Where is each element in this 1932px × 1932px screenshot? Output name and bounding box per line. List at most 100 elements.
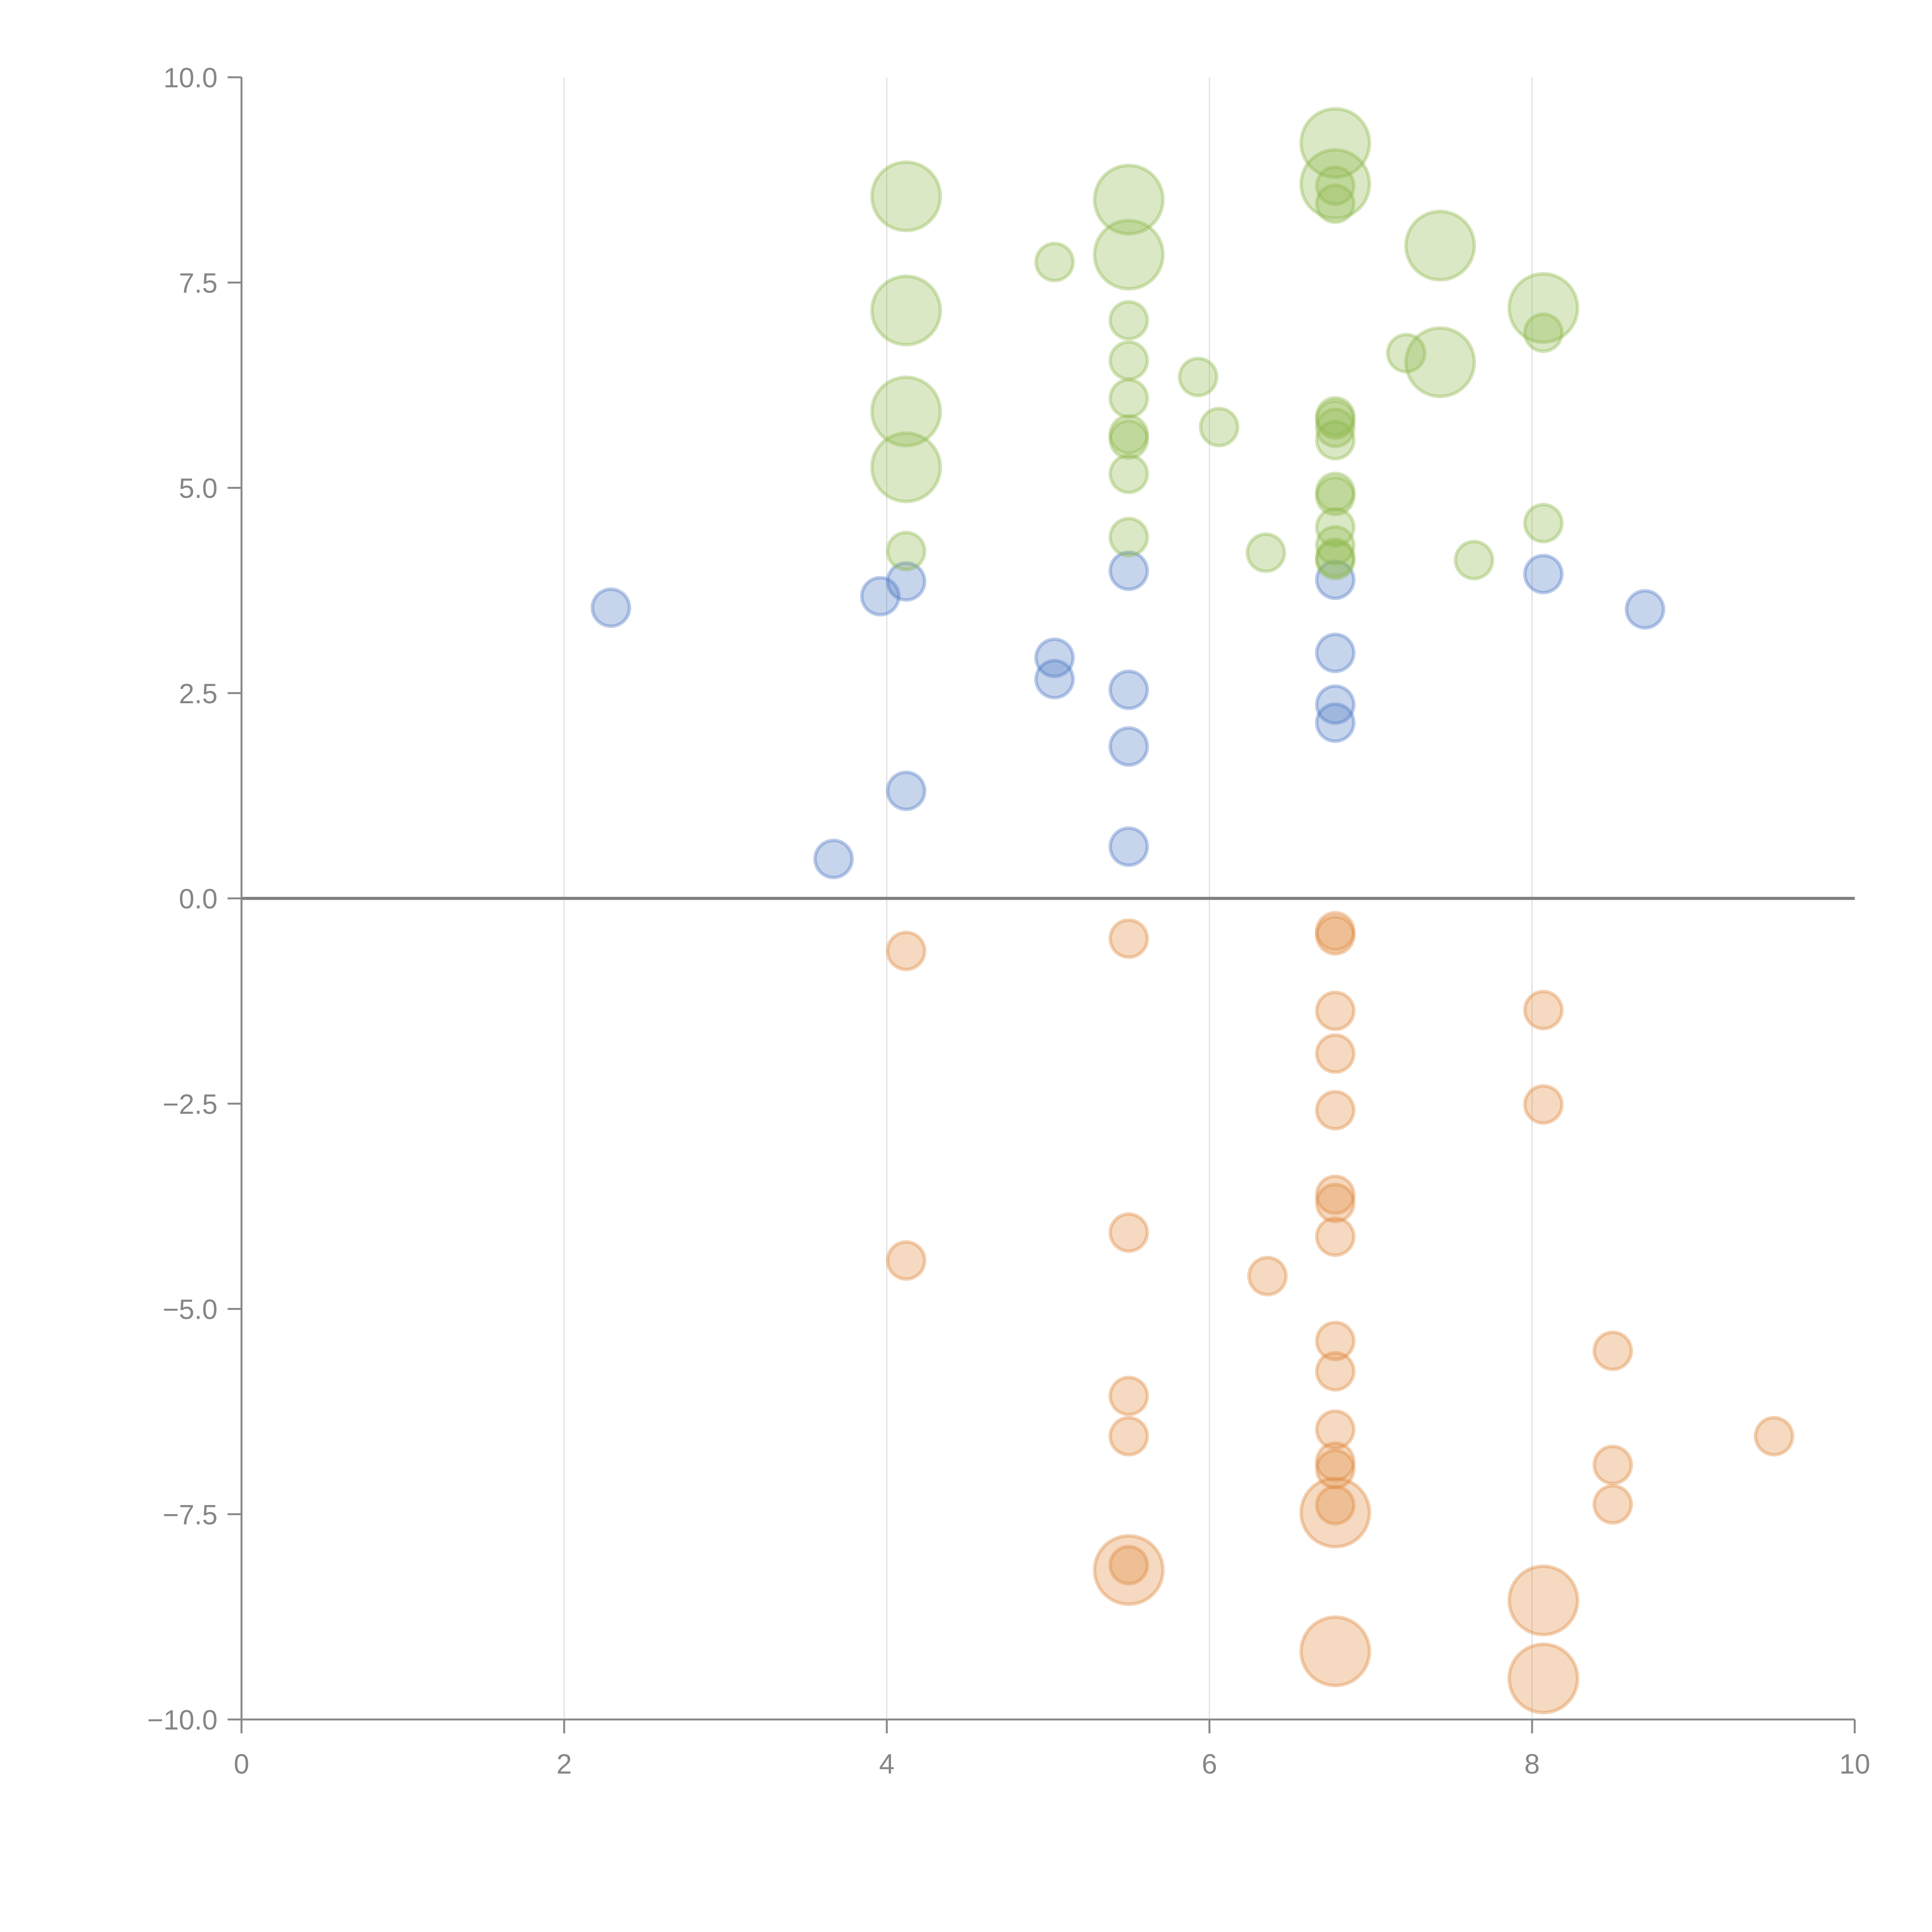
bubble-blue[interactable]	[1315, 702, 1356, 743]
bubble-blue[interactable]	[1624, 589, 1665, 630]
bubble-orange[interactable]	[1093, 1534, 1165, 1606]
bubble-orange[interactable]	[1315, 1033, 1356, 1074]
series-green	[870, 107, 1580, 580]
bubble-green[interactable]	[1315, 407, 1356, 448]
bubble-green[interactable]	[1108, 300, 1149, 341]
bubble-orange[interactable]	[1108, 1212, 1149, 1253]
bubble-orange[interactable]	[1523, 990, 1564, 1031]
bubble-green[interactable]	[1315, 525, 1356, 566]
bubble-orange[interactable]	[1315, 1320, 1356, 1361]
bubble-green[interactable]	[1315, 165, 1356, 206]
bubble-green[interactable]	[1386, 333, 1427, 374]
bubble-orange[interactable]	[1315, 915, 1356, 956]
y-tick-label: −5.0	[163, 1294, 218, 1325]
bubble-orange[interactable]	[1315, 1449, 1356, 1490]
bubble-green[interactable]	[886, 531, 927, 571]
bubble-green[interactable]	[1034, 242, 1075, 282]
bubble-orange[interactable]	[1315, 1182, 1356, 1223]
bubble-orange[interactable]	[1315, 1216, 1356, 1257]
bubble-green[interactable]	[1315, 507, 1356, 548]
y-tick-label: 10.0	[163, 63, 218, 94]
bubble-orange[interactable]	[1108, 1376, 1149, 1417]
bubble-orange[interactable]	[1247, 1256, 1288, 1296]
bubble-orange[interactable]	[1108, 1545, 1149, 1585]
bubble-orange[interactable]	[886, 1240, 927, 1281]
bubble-green[interactable]	[1199, 406, 1240, 447]
bubble-blue[interactable]	[1108, 550, 1149, 591]
y-tick-label: 7.5	[179, 268, 218, 299]
bubble-orange[interactable]	[1315, 1174, 1356, 1215]
bubble-blue[interactable]	[590, 587, 631, 628]
bubble-orange[interactable]	[1315, 990, 1356, 1031]
bubble-green[interactable]	[1108, 517, 1149, 558]
bubble-green[interactable]	[1315, 476, 1356, 517]
y-tick-label: −7.5	[163, 1500, 218, 1531]
bubble-green[interactable]	[1315, 471, 1356, 512]
bubble-blue[interactable]	[1108, 726, 1149, 767]
bubble-green[interactable]	[1093, 218, 1165, 291]
bubble-green[interactable]	[1404, 209, 1476, 282]
bubble-blue[interactable]	[1315, 684, 1356, 725]
bubble-green[interactable]	[1454, 540, 1495, 580]
bubble-green[interactable]	[1507, 272, 1580, 344]
bubble-green[interactable]	[1108, 419, 1149, 460]
bubble-blue[interactable]	[1315, 633, 1356, 673]
bubble-green[interactable]	[870, 375, 942, 447]
bubble-orange[interactable]	[1108, 1416, 1149, 1457]
bubble-orange[interactable]	[1592, 1330, 1633, 1371]
bubble-green[interactable]	[1299, 148, 1371, 220]
bubble-blue[interactable]	[1108, 669, 1149, 710]
bubble-orange[interactable]	[1108, 918, 1149, 959]
bubble-orange[interactable]	[1315, 1409, 1356, 1450]
bubble-orange[interactable]	[1299, 1615, 1371, 1687]
bubble-green[interactable]	[1404, 326, 1476, 398]
bubble-green[interactable]	[1178, 357, 1219, 398]
bubble-blue[interactable]	[1315, 560, 1356, 600]
bubble-green[interactable]	[1108, 378, 1149, 419]
bubble-green[interactable]	[1315, 183, 1356, 224]
x-tick-label: 4	[879, 1749, 895, 1780]
bubble-orange[interactable]	[1315, 1090, 1356, 1131]
bubble-orange[interactable]	[1592, 1444, 1633, 1485]
bubble-orange[interactable]	[886, 930, 927, 971]
bubble-orange[interactable]	[1315, 911, 1356, 952]
bubble-blue[interactable]	[1034, 659, 1075, 700]
bubble-blue[interactable]	[1034, 637, 1075, 678]
bubble-green[interactable]	[1093, 163, 1165, 236]
bubble-green[interactable]	[1245, 532, 1286, 573]
bubble-green[interactable]	[1315, 396, 1356, 437]
bubble-blue[interactable]	[813, 838, 854, 879]
bubble-orange[interactable]	[1523, 1084, 1564, 1125]
bubble-orange[interactable]	[1753, 1416, 1794, 1457]
bubble-green[interactable]	[1523, 503, 1564, 544]
bubble-orange[interactable]	[1299, 1476, 1371, 1549]
bubble-orange[interactable]	[1315, 1351, 1356, 1392]
bubble-blue[interactable]	[1108, 826, 1149, 867]
bubble-green[interactable]	[1523, 312, 1564, 353]
y-tick-label: −2.5	[163, 1089, 218, 1120]
bubble-orange[interactable]	[1315, 1485, 1356, 1526]
bubble-green[interactable]	[1299, 107, 1371, 179]
bubble-green[interactable]	[1108, 414, 1149, 455]
bubble-green[interactable]	[870, 274, 942, 347]
bubble-blue[interactable]	[886, 561, 927, 602]
bubble-green[interactable]	[1108, 340, 1149, 381]
x-tick-label: 6	[1202, 1749, 1217, 1780]
bubble-green[interactable]	[1315, 540, 1356, 580]
bubble-orange[interactable]	[1592, 1484, 1633, 1525]
bubble-orange[interactable]	[1507, 1564, 1580, 1636]
bubble-green[interactable]	[870, 431, 942, 503]
bubble-orange[interactable]	[1315, 1441, 1356, 1482]
bubble-green[interactable]	[1315, 537, 1356, 578]
bubble-green[interactable]	[870, 160, 942, 233]
bubble-green[interactable]	[1315, 399, 1356, 440]
y-tick-label: 0.0	[179, 884, 218, 915]
bubble-green[interactable]	[1315, 420, 1356, 461]
bubble-orange[interactable]	[1507, 1642, 1580, 1714]
bubble-blue[interactable]	[1523, 554, 1564, 595]
bubble-green[interactable]	[1108, 453, 1149, 494]
bubble-layer	[590, 107, 1794, 1714]
bubble-blue[interactable]	[886, 770, 927, 811]
bubble-blue[interactable]	[860, 576, 901, 617]
